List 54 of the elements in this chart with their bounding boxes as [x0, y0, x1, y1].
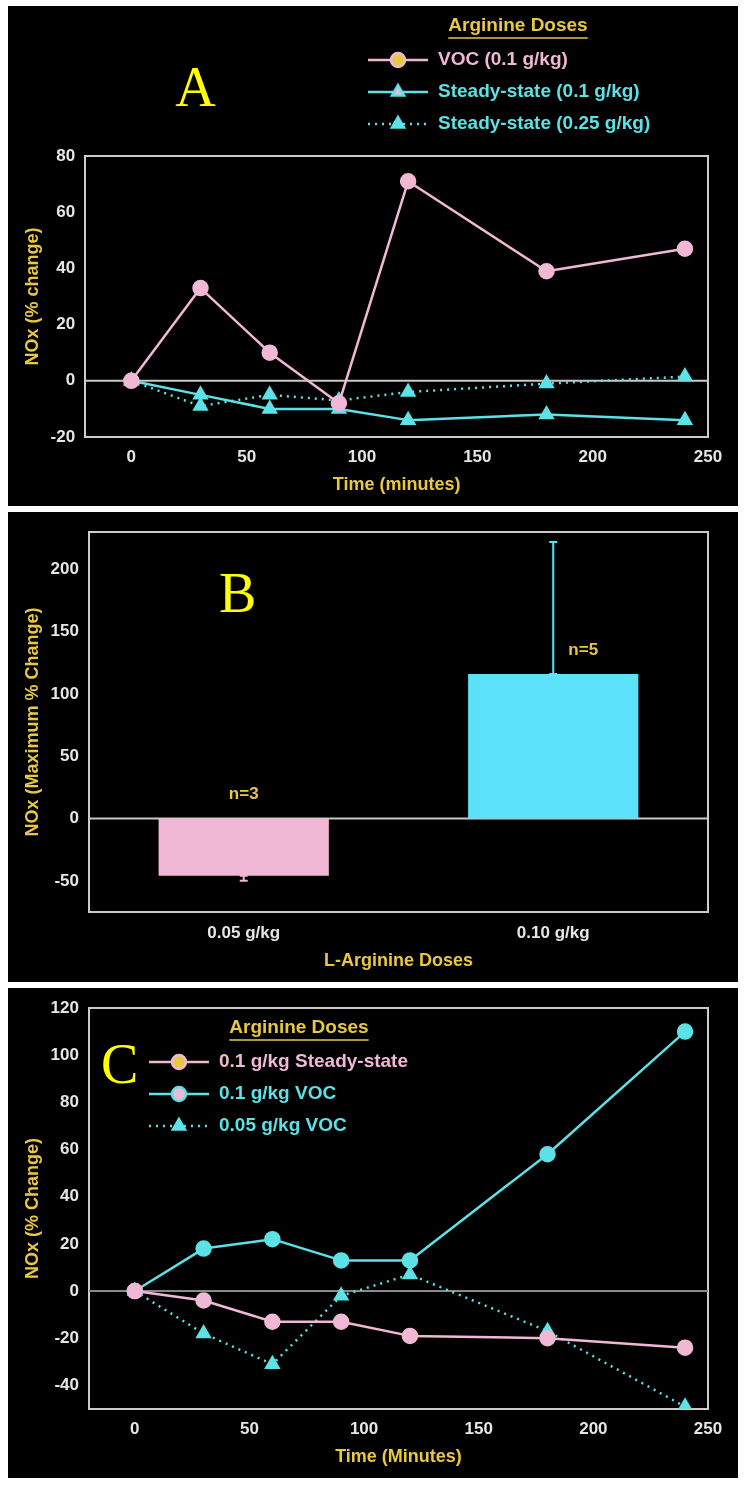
x-tick-label: 150	[463, 446, 492, 466]
legend-label: 0.1 g/kg VOC	[218, 1082, 337, 1104]
y-tick-label: 80	[60, 1092, 79, 1112]
y-tick-label: 60	[56, 201, 76, 221]
x-axis-title: Time (minutes)	[332, 474, 461, 495]
y-tick-label: 0	[69, 808, 79, 828]
y-tick-label: 80	[56, 145, 76, 165]
legend-label: 0.05 g/kg VOC	[218, 1114, 348, 1136]
legend-label: 0.1 g/kg Steady-state	[218, 1050, 408, 1072]
x-tick-label: 200	[578, 446, 607, 466]
x-tick-label: 0	[126, 446, 137, 466]
y-tick-label: 20	[60, 1233, 79, 1253]
y-tick-label: -50	[54, 870, 79, 890]
y-tick-label: 0	[65, 370, 76, 390]
y-tick-label: 120	[50, 997, 79, 1017]
y-tick-label: 60	[60, 1139, 79, 1159]
y-tick-label: -20	[54, 1327, 79, 1347]
annotation: B	[218, 562, 257, 624]
y-tick-label: -40	[54, 1375, 79, 1395]
y-tick-label: 200	[50, 559, 79, 579]
x-tick-label: 250	[693, 446, 723, 466]
x-tick-label: 100	[347, 446, 377, 466]
legend-title: Arginine Doses	[229, 1016, 369, 1038]
y-tick-label: 150	[50, 621, 79, 641]
x-tick-label: 0.05 g/kg	[207, 922, 281, 942]
y-axis-title: NOx (% Change)	[21, 1137, 42, 1280]
x-tick-label: 150	[464, 1418, 493, 1438]
legend-title: Arginine Doses	[448, 14, 588, 36]
x-tick-label: 250	[693, 1418, 723, 1438]
x-tick-label: 50	[239, 1418, 259, 1438]
y-tick-label: -20	[50, 426, 76, 446]
x-axis-title: L-Arginine Doses	[323, 950, 473, 971]
y-tick-label: 100	[50, 683, 79, 703]
x-tick-label: 0.10 g/kg	[516, 922, 590, 942]
x-tick-label: 100	[349, 1418, 379, 1438]
annotation: n=3	[228, 784, 259, 804]
x-tick-label: 50	[237, 446, 257, 466]
x-axis-title: Time (Minutes)	[335, 1446, 462, 1467]
legend-label: VOC (0.1 g/kg)	[438, 48, 568, 70]
x-tick-label: 0	[130, 1418, 140, 1438]
y-tick-label: 40	[60, 1186, 79, 1206]
y-tick-label: 20	[56, 314, 76, 334]
y-tick-label: 100	[50, 1044, 79, 1064]
y-tick-label: 0	[69, 1280, 79, 1300]
legend-label: Steady-state (0.1 g/kg)	[438, 80, 640, 102]
y-tick-label: 50	[60, 745, 79, 765]
x-tick-label: 200	[579, 1418, 608, 1438]
y-tick-label: 40	[56, 258, 76, 278]
y-axis-title: NOx (% change)	[21, 227, 42, 366]
y-axis-title: NOx (Maximum % Change)	[21, 607, 42, 837]
legend-label: Steady-state (0.25 g/kg)	[438, 112, 651, 134]
annotation: C	[100, 1033, 139, 1095]
text: A	[175, 56, 217, 118]
annotation: n=5	[568, 639, 599, 659]
